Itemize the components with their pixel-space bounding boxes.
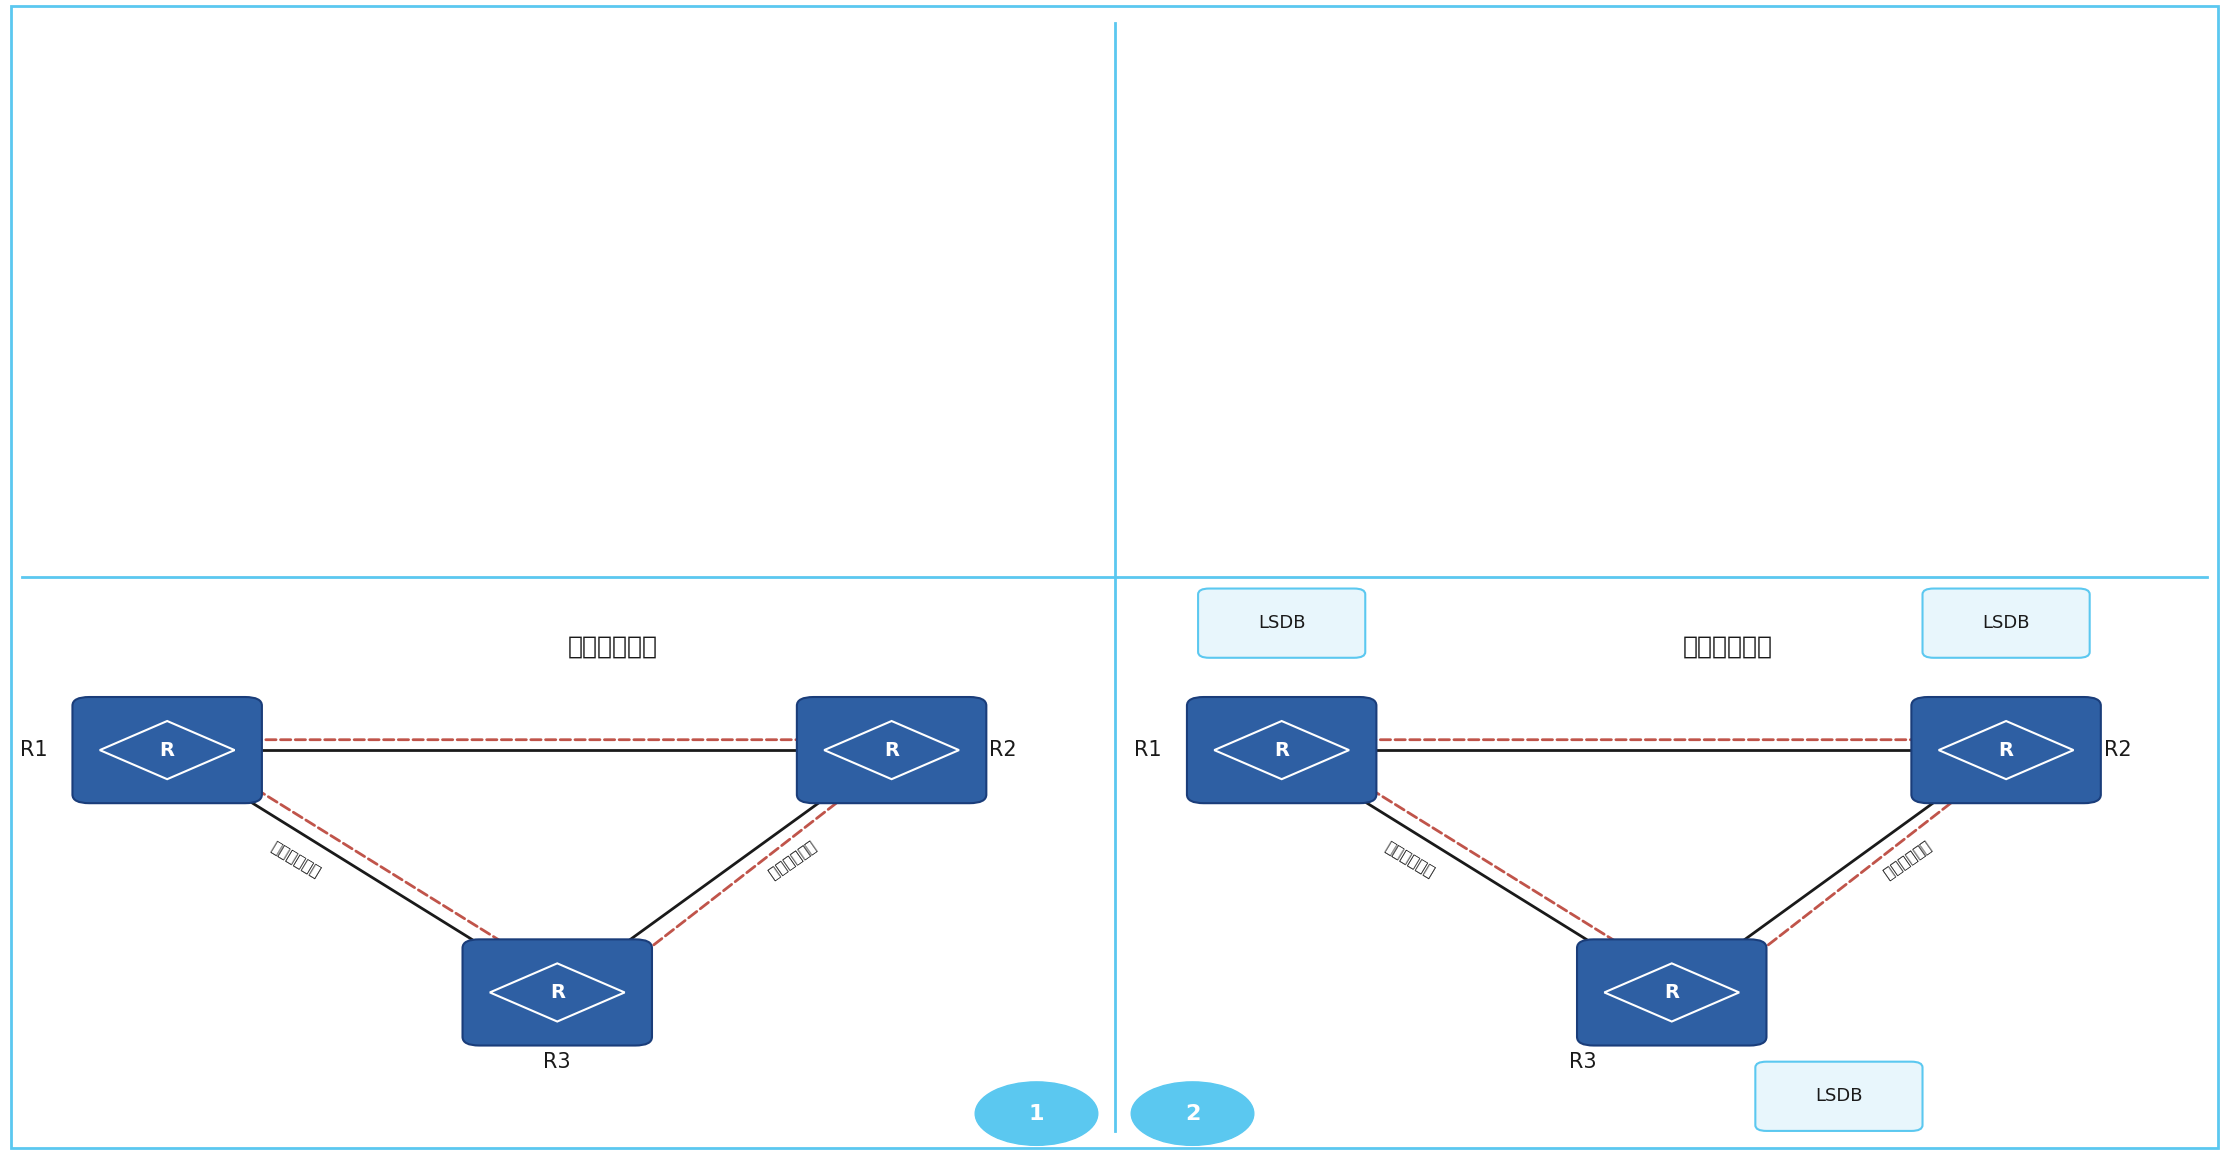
Text: 链路状态信息: 链路状态信息	[1382, 839, 1438, 881]
FancyBboxPatch shape	[1199, 589, 1364, 658]
Text: LSDB: LSDB	[1814, 1087, 1863, 1106]
Text: 2: 2	[1186, 1103, 1199, 1124]
Text: R: R	[160, 741, 174, 759]
Text: 1: 1	[1030, 1103, 1043, 1124]
Text: 建立邻居关系: 建立邻居关系	[568, 635, 658, 658]
Text: R3: R3	[544, 1051, 571, 1072]
Text: R: R	[885, 741, 898, 759]
Text: R: R	[551, 983, 564, 1002]
FancyBboxPatch shape	[1910, 697, 2100, 803]
Text: R: R	[1275, 741, 1288, 759]
FancyBboxPatch shape	[1756, 1062, 1921, 1131]
Text: R: R	[1999, 741, 2013, 759]
FancyBboxPatch shape	[1921, 589, 2091, 658]
FancyBboxPatch shape	[1186, 697, 1375, 803]
Circle shape	[1132, 1082, 1253, 1145]
Text: LSDB: LSDB	[1982, 614, 2031, 632]
Text: 链路状态信息: 链路状态信息	[1683, 635, 1772, 658]
Text: R2: R2	[2104, 740, 2131, 760]
Text: 建立邻居关系: 建立邻居关系	[267, 839, 323, 881]
Text: 链路状态信息: 链路状态信息	[1879, 838, 1933, 882]
FancyBboxPatch shape	[71, 697, 261, 803]
FancyBboxPatch shape	[1576, 939, 1765, 1046]
FancyBboxPatch shape	[464, 939, 651, 1046]
Text: R1: R1	[1135, 740, 1161, 760]
Text: R2: R2	[990, 740, 1016, 760]
Text: R3: R3	[1569, 1051, 1596, 1072]
Text: LSDB: LSDB	[1257, 614, 1306, 632]
FancyBboxPatch shape	[798, 697, 985, 803]
Text: R: R	[1665, 983, 1678, 1002]
Circle shape	[976, 1082, 1097, 1145]
Text: 建立邻居关系: 建立邻居关系	[765, 838, 818, 882]
Text: R1: R1	[20, 740, 47, 760]
